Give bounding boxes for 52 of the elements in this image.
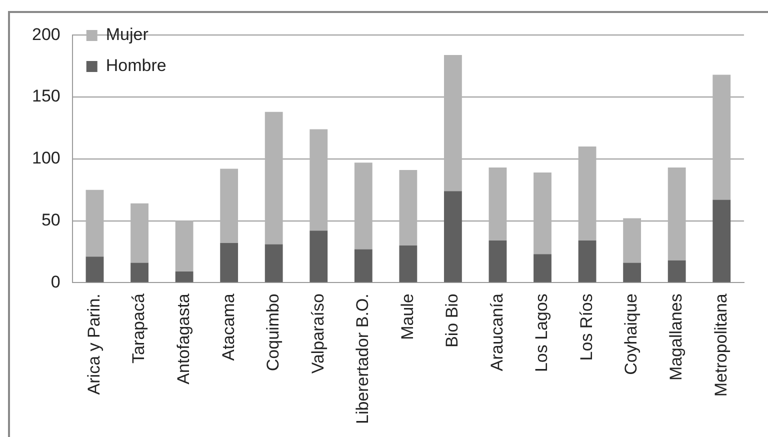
- bar: [444, 54, 462, 192]
- bar: [264, 112, 283, 244]
- x-tick-label: Antofagasta: [174, 293, 193, 384]
- y-tick-label: 200: [32, 24, 60, 44]
- x-tick-label: Metropolitana: [711, 293, 730, 397]
- y-tick-label: 150: [32, 86, 60, 106]
- bar: [399, 245, 418, 282]
- bar: [444, 191, 462, 282]
- bar: [310, 230, 328, 282]
- x-tick-label: Los Lagos: [532, 294, 552, 372]
- x-tick-label: Valparaíso: [308, 294, 328, 374]
- bar: [712, 74, 731, 200]
- bar: [354, 162, 372, 250]
- bar: [668, 260, 686, 282]
- x-tick-label: Bio Bio: [442, 294, 462, 348]
- bar: [220, 168, 238, 244]
- bar: [488, 168, 507, 241]
- x-tick-label: Coyhaique: [622, 294, 641, 375]
- bar: [220, 243, 238, 282]
- bar: [399, 170, 418, 246]
- y-tick-label: 100: [32, 148, 60, 168]
- bar: [623, 218, 642, 263]
- y-tick-label: 0: [50, 272, 60, 292]
- legend-label: Hombre: [106, 56, 166, 76]
- bar: [354, 249, 372, 282]
- x-tick-label: Liberertador B.O.: [353, 294, 372, 424]
- bar: [578, 240, 596, 282]
- bar: [86, 256, 104, 282]
- x-tick-label: Coquimbo: [264, 294, 283, 372]
- bar: [264, 244, 283, 282]
- x-tick-label: Los Ríos: [576, 294, 596, 361]
- bar: [534, 254, 552, 282]
- x-tick-label: Arica y Parin.: [84, 294, 104, 395]
- bar: [578, 146, 596, 241]
- bar: [175, 220, 194, 272]
- x-tick-label: Magallanes: [666, 294, 686, 381]
- legend-label: Mujer: [106, 25, 149, 44]
- bar: [488, 240, 507, 282]
- bar: [86, 190, 104, 257]
- bar: [668, 168, 686, 260]
- bar: [712, 200, 731, 282]
- x-tick-label: Tarapacá: [129, 293, 148, 364]
- bar: [534, 172, 552, 254]
- x-tick-label: Maule: [398, 294, 417, 340]
- bar: [623, 262, 642, 282]
- bar: [310, 129, 328, 231]
- bar: [130, 203, 148, 263]
- x-tick-label: Atacama: [218, 293, 238, 361]
- y-tick-label: 50: [41, 210, 60, 230]
- bar: [130, 262, 148, 282]
- x-tick-label: Araucanía: [487, 293, 506, 372]
- bar: [175, 271, 194, 282]
